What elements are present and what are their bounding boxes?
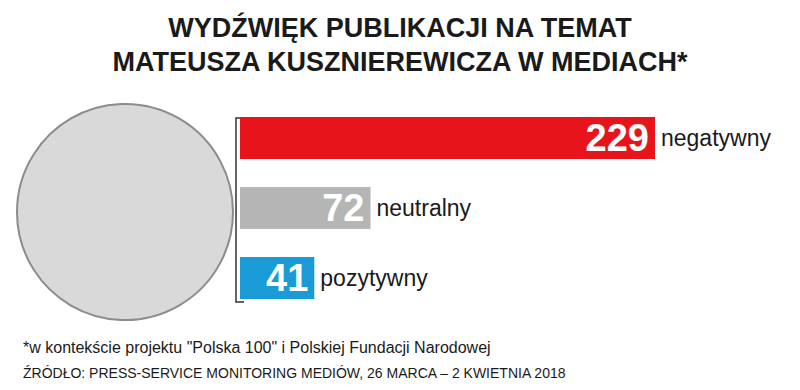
svg-text:pozytywny: pozytywny [320,265,428,291]
svg-text:WYDŹWIĘK PUBLIKACJI NA TEMAT: WYDŹWIĘK PUBLIKACJI NA TEMAT [168,12,632,43]
svg-text:*w kontekście projektu "Polska: *w kontekście projektu "Polska 100" i Po… [23,339,491,356]
svg-text:ŹRÓDŁO: PRESS-SERVICE MONITORI: ŹRÓDŁO: PRESS-SERVICE MONITORING MEDIÓW,… [23,365,566,381]
svg-text:negatywny: negatywny [661,125,771,151]
svg-text:229: 229 [586,117,649,159]
svg-text:41: 41 [266,257,308,299]
svg-text:neutralny: neutralny [376,195,471,221]
svg-text:MATEUSZA KUSZNIEREWICZA W MEDI: MATEUSZA KUSZNIEREWICZA W MEDIACH* [113,47,688,77]
svg-text:72: 72 [322,187,364,229]
